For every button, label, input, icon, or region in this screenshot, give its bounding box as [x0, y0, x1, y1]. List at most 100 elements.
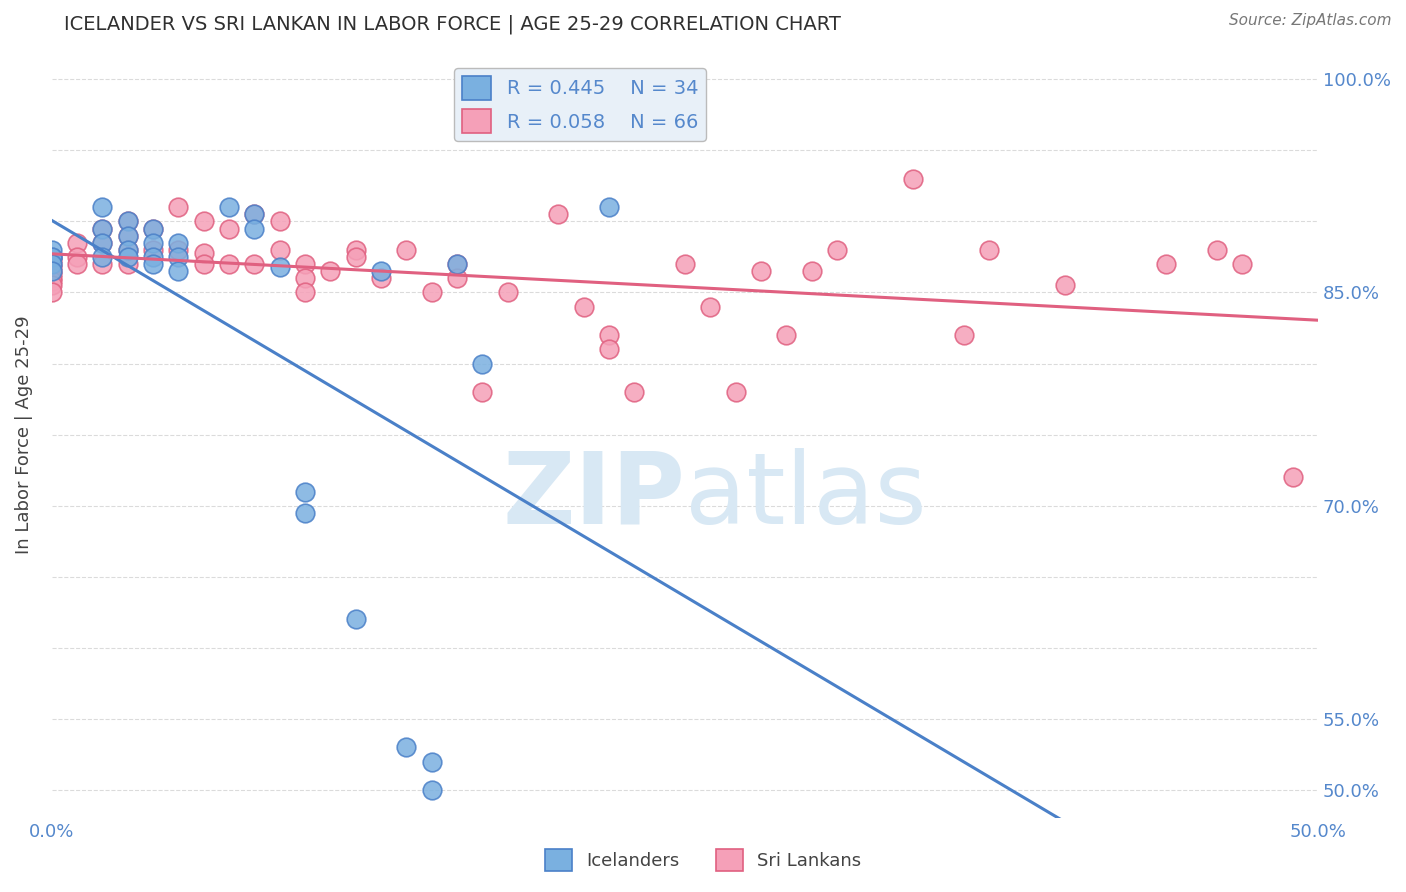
- Point: [420, 285, 443, 300]
- Point: [91, 250, 114, 264]
- Point: [193, 257, 215, 271]
- Point: [41, 285, 63, 300]
- Point: [41, 257, 63, 271]
- Text: ZIP: ZIP: [502, 448, 685, 544]
- Point: [117, 243, 139, 257]
- Point: [901, 171, 924, 186]
- Point: [142, 235, 165, 250]
- Point: [66, 250, 89, 264]
- Text: atlas: atlas: [685, 448, 927, 544]
- Point: [66, 235, 89, 250]
- Point: [91, 221, 114, 235]
- Point: [218, 200, 240, 214]
- Point: [117, 228, 139, 243]
- Point: [218, 221, 240, 235]
- Point: [243, 207, 266, 221]
- Point: [193, 214, 215, 228]
- Point: [294, 484, 316, 499]
- Point: [91, 235, 114, 250]
- Text: ICELANDER VS SRI LANKAN IN LABOR FORCE | AGE 25-29 CORRELATION CHART: ICELANDER VS SRI LANKAN IN LABOR FORCE |…: [65, 15, 841, 35]
- Point: [218, 257, 240, 271]
- Point: [598, 328, 620, 343]
- Point: [344, 250, 367, 264]
- Point: [41, 274, 63, 288]
- Point: [294, 271, 316, 285]
- Point: [294, 506, 316, 520]
- Point: [91, 200, 114, 214]
- Point: [167, 235, 190, 250]
- Point: [471, 357, 494, 371]
- Point: [572, 300, 595, 314]
- Point: [825, 243, 848, 257]
- Point: [167, 250, 190, 264]
- Point: [420, 783, 443, 797]
- Point: [66, 257, 89, 271]
- Point: [294, 285, 316, 300]
- Point: [41, 250, 63, 264]
- Point: [370, 271, 392, 285]
- Point: [1205, 243, 1227, 257]
- Point: [91, 257, 114, 271]
- Point: [142, 257, 165, 271]
- Point: [243, 207, 266, 221]
- Point: [167, 243, 190, 257]
- Point: [598, 200, 620, 214]
- Point: [471, 384, 494, 399]
- Point: [977, 243, 1000, 257]
- Point: [446, 271, 468, 285]
- Point: [269, 260, 291, 274]
- Point: [420, 755, 443, 769]
- Point: [952, 328, 974, 343]
- Point: [775, 328, 797, 343]
- Point: [446, 257, 468, 271]
- Point: [344, 612, 367, 626]
- Point: [91, 235, 114, 250]
- Point: [41, 264, 63, 278]
- Point: [496, 285, 519, 300]
- Point: [243, 257, 266, 271]
- Point: [41, 271, 63, 285]
- Point: [699, 300, 721, 314]
- Point: [294, 257, 316, 271]
- Point: [41, 250, 63, 264]
- Point: [41, 243, 63, 257]
- Point: [370, 264, 392, 278]
- Point: [1053, 278, 1076, 293]
- Point: [91, 221, 114, 235]
- Point: [547, 207, 569, 221]
- Point: [142, 221, 165, 235]
- Point: [142, 250, 165, 264]
- Point: [142, 221, 165, 235]
- Point: [395, 740, 418, 755]
- Point: [41, 257, 63, 271]
- Point: [243, 221, 266, 235]
- Point: [41, 267, 63, 281]
- Point: [1154, 257, 1177, 271]
- Point: [117, 228, 139, 243]
- Point: [673, 257, 696, 271]
- Point: [117, 257, 139, 271]
- Point: [117, 250, 139, 264]
- Point: [344, 243, 367, 257]
- Text: Source: ZipAtlas.com: Source: ZipAtlas.com: [1229, 13, 1392, 29]
- Point: [41, 252, 63, 267]
- Point: [117, 243, 139, 257]
- Point: [117, 214, 139, 228]
- Legend: Icelanders, Sri Lankans: Icelanders, Sri Lankans: [537, 842, 869, 879]
- Point: [193, 245, 215, 260]
- Point: [269, 214, 291, 228]
- Point: [319, 264, 342, 278]
- Point: [41, 250, 63, 264]
- Point: [167, 200, 190, 214]
- Point: [598, 343, 620, 357]
- Point: [41, 264, 63, 278]
- Point: [142, 243, 165, 257]
- Point: [749, 264, 772, 278]
- Legend: R = 0.445    N = 34, R = 0.058    N = 66: R = 0.445 N = 34, R = 0.058 N = 66: [454, 68, 706, 141]
- Point: [724, 384, 747, 399]
- Point: [117, 214, 139, 228]
- Point: [41, 278, 63, 293]
- Point: [269, 243, 291, 257]
- Point: [446, 257, 468, 271]
- Point: [1281, 470, 1303, 484]
